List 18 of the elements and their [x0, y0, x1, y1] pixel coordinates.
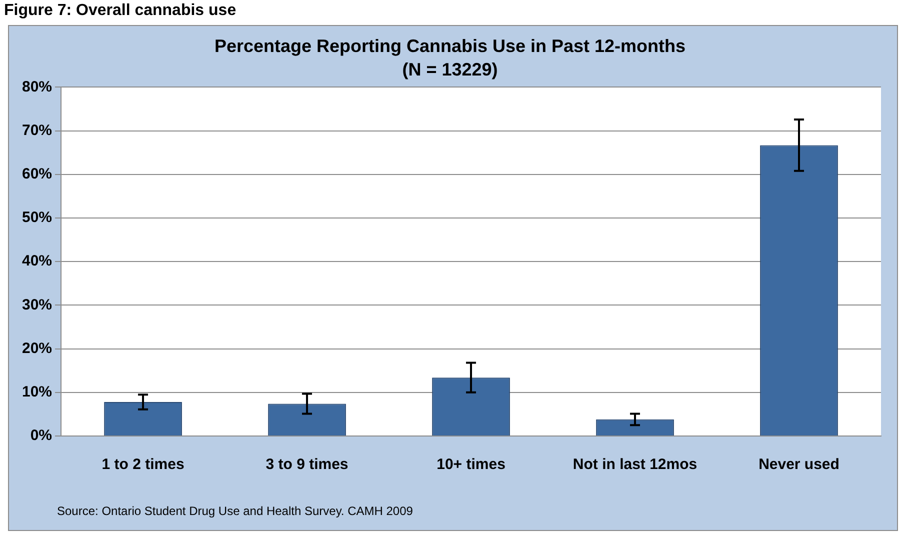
caption: Figure 7: Overall cannabis use [3, 1, 238, 21]
y-tick-label: 30% [22, 296, 52, 314]
y-tick-label: 10% [22, 384, 52, 401]
y-tick-label: 50% [22, 209, 52, 226]
source-note: Source: Ontario Student Drug Use and Health Survey. CAMH 2009 [56, 503, 414, 518]
x-tick-label: 10+ times [436, 456, 506, 474]
y-tick-label: 0% [30, 427, 52, 444]
y-tick-label: 70% [22, 122, 52, 139]
x-tick-label: Never used [758, 456, 840, 474]
y-tick-label: 40% [22, 252, 52, 270]
chart-subtitle: (N = 13229) [402, 59, 498, 80]
y-tick-label: 20% [22, 340, 52, 357]
y-tick-label: 60% [22, 166, 52, 183]
x-tick-label: 3 to 9 times [266, 456, 348, 474]
x-tick-label: 1 to 2 times [102, 456, 184, 474]
y-tick-label: 80% [22, 78, 52, 96]
x-tick-label: Not in last 12mos [572, 456, 698, 474]
chart-title: Percentage Reporting Cannabis Use in Past 12-months [214, 36, 686, 56]
